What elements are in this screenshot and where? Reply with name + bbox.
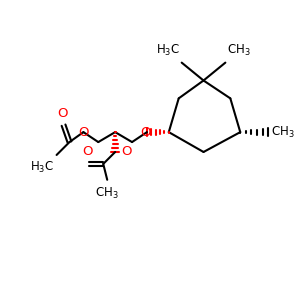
Text: O: O — [82, 145, 93, 158]
Text: O: O — [57, 107, 68, 120]
Text: O: O — [78, 126, 88, 139]
Text: $\mathsf{CH_3}$: $\mathsf{CH_3}$ — [227, 43, 251, 58]
Text: O: O — [121, 146, 132, 158]
Text: $\mathsf{CH_3}$: $\mathsf{CH_3}$ — [95, 186, 119, 201]
Text: $\mathsf{H_3C}$: $\mathsf{H_3C}$ — [29, 160, 54, 175]
Text: $\mathsf{H_3C}$: $\mathsf{H_3C}$ — [156, 43, 180, 58]
Text: $\mathsf{CH_3}$: $\mathsf{CH_3}$ — [271, 124, 295, 140]
Text: O: O — [141, 126, 151, 139]
